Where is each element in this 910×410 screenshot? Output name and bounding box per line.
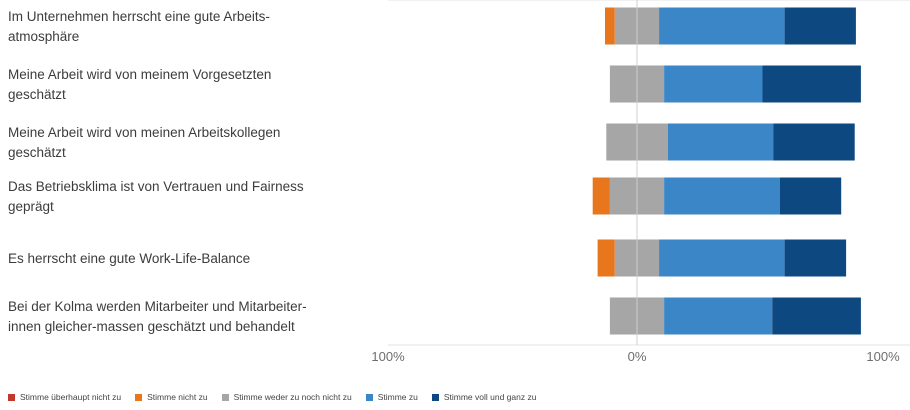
- bar-segment-row1-series2: [605, 7, 615, 45]
- x-tick-label-2: 0%: [628, 349, 647, 364]
- x-axis-ticks: 100% 0% 100%: [371, 349, 900, 364]
- legend-item-5: Stimme voll und ganz zu: [431, 392, 537, 402]
- category-label-line: Es herrscht eine gute Work-Life-Balance: [8, 251, 250, 266]
- bar-segment-row5-series5: [784, 239, 847, 277]
- legend-label: Stimme nicht zu: [147, 392, 208, 402]
- x-tick-label-1: 100%: [371, 349, 405, 364]
- legend-swatch: [135, 393, 143, 401]
- legend-label: Stimme voll und ganz zu: [443, 392, 537, 402]
- bar-segment-row6-series4: [664, 297, 773, 335]
- legend: Stimme überhaupt nicht zu Stimme nicht zu…: [8, 392, 550, 402]
- bar-segment-row5-series2: [597, 239, 615, 277]
- category-label-line: atmosphäre: [8, 29, 79, 44]
- category-label-1: Im Unternehmen herrscht eine gute Arbeit…: [8, 9, 270, 44]
- category-label-line: geschätzt: [8, 87, 66, 102]
- category-label-4: Das Betriebsklima ist von Vertrauen und …: [8, 179, 304, 214]
- legend-label: Stimme zu: [377, 392, 418, 402]
- bar-segment-row5-series4: [659, 239, 785, 277]
- category-label-6: Bei der Kolma werden Mitarbeiter und Mit…: [8, 299, 307, 334]
- bar-segment-row2-series4: [664, 65, 763, 103]
- bar-segment-row1-series5: [784, 7, 856, 45]
- legend-item-1: Stimme überhaupt nicht zu: [8, 392, 121, 402]
- bar-segment-row4-series4: [664, 177, 780, 215]
- category-label-line: Bei der Kolma werden Mitarbeiter und Mit…: [8, 299, 307, 314]
- bar-segment-row3-series5: [773, 123, 855, 161]
- legend-swatch: [431, 393, 439, 401]
- legend-swatch: [221, 393, 229, 401]
- category-label-line: Meine Arbeit wird von meinen Arbeitskoll…: [8, 125, 280, 140]
- bar-segment-row6-series5: [772, 297, 861, 335]
- bar-segment-row3-series4: [667, 123, 774, 161]
- legend-swatch: [365, 393, 373, 401]
- bar-segment-row1-series4: [659, 7, 785, 45]
- x-tick-label-3: 100%: [866, 349, 900, 364]
- legend-swatch: [8, 393, 15, 401]
- legend-item-2: Stimme nicht zu: [135, 392, 208, 402]
- bar-segment-row4-series2: [592, 177, 610, 215]
- bars-group: [592, 7, 861, 335]
- bar-segment-row2-series5: [762, 65, 861, 103]
- category-label-line: geprägt: [8, 199, 54, 214]
- category-label-2: Meine Arbeit wird von meinem Vorgesetzte…: [8, 67, 271, 102]
- category-label-line: Das Betriebsklima ist von Vertrauen und …: [8, 179, 304, 194]
- category-label-line: Im Unternehmen herrscht eine gute Arbeit…: [8, 9, 270, 24]
- category-label-3: Meine Arbeit wird von meinen Arbeitskoll…: [8, 125, 280, 160]
- legend-label: Stimme überhaupt nicht zu: [20, 392, 122, 402]
- category-labels: Im Unternehmen herrscht eine gute Arbeit…: [8, 9, 307, 334]
- category-label-line: geschätzt: [8, 145, 66, 160]
- legend-item-4: Stimme zu: [365, 392, 418, 402]
- category-label-5: Es herrscht eine gute Work-Life-Balance: [8, 251, 250, 266]
- category-label-line: Meine Arbeit wird von meinem Vorgesetzte…: [8, 67, 271, 82]
- bar-segment-row4-series5: [779, 177, 842, 215]
- legend-item-3: Stimme weder zu noch nicht zu: [221, 392, 352, 402]
- category-label-line: innen gleicher-massen geschätzt und beha…: [8, 319, 295, 334]
- legend-label: Stimme weder zu noch nicht zu: [233, 392, 352, 402]
